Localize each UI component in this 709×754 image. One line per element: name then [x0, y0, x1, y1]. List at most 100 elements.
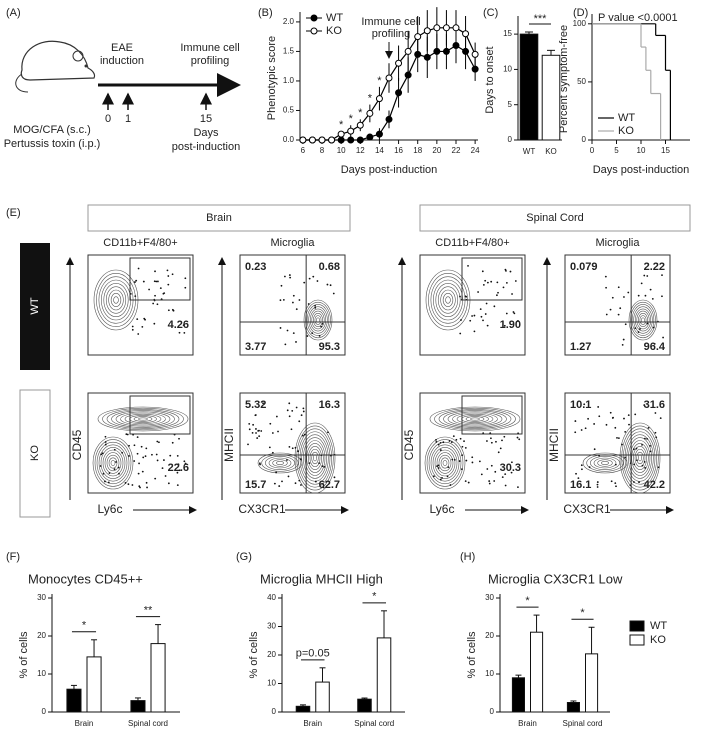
event-dot [643, 274, 646, 277]
event-dot [605, 286, 607, 289]
event-dot [497, 451, 500, 454]
event-dot [633, 463, 636, 466]
event-dot [464, 295, 467, 298]
event-dot [447, 466, 450, 469]
event-dot [183, 460, 186, 463]
event-dot [281, 480, 283, 483]
contour [110, 293, 122, 307]
event-dot [184, 462, 187, 465]
event-dot [661, 274, 663, 277]
y-tick-label: 0 [42, 707, 47, 716]
point [328, 136, 336, 144]
significance: * [358, 107, 363, 119]
event-dot [657, 466, 660, 469]
event-dot [126, 433, 129, 436]
event-dot [502, 286, 505, 289]
y-tick-label: 10 [37, 669, 46, 678]
contour [633, 446, 647, 470]
event-dot [581, 468, 583, 471]
event-dot [649, 288, 652, 291]
event-dot [652, 326, 655, 329]
event-dot [577, 477, 580, 480]
contour [311, 451, 319, 465]
contour [108, 289, 124, 311]
contour [96, 441, 130, 485]
annotation: Immune cell [361, 16, 420, 28]
bar [130, 700, 146, 713]
x-tick-label: 22 [452, 146, 461, 155]
event-dot [627, 291, 630, 294]
legend-swatch [629, 620, 645, 632]
contour [309, 448, 321, 468]
contour [98, 444, 128, 482]
event-dot [471, 315, 473, 317]
event-dot [159, 287, 162, 290]
event-dot [288, 402, 291, 405]
legend-label: WT [650, 620, 667, 632]
contour [303, 299, 333, 341]
event-dot [477, 291, 479, 293]
contour [434, 449, 456, 477]
significance: * [82, 620, 87, 632]
event-dot [298, 299, 301, 301]
event-dot [178, 331, 181, 334]
event-dot [596, 483, 599, 486]
event-dot [480, 473, 483, 476]
day-label: 1 [125, 113, 131, 125]
point [347, 127, 355, 135]
event-dot [493, 480, 496, 482]
contour [634, 308, 652, 332]
event-dot [332, 292, 335, 295]
event-dot [286, 329, 289, 332]
event-dot [646, 437, 649, 440]
event-dot [158, 441, 160, 444]
event-dot [643, 404, 646, 406]
event-dot [432, 475, 435, 478]
event-dot [461, 454, 463, 457]
event-dot [643, 437, 646, 440]
event-dot [614, 463, 617, 466]
event-dot [146, 486, 148, 489]
event-dot [662, 336, 664, 339]
genotype-box [20, 243, 50, 370]
legend-label: WT [618, 112, 635, 124]
event-dot [133, 444, 136, 447]
event-dot [314, 304, 317, 307]
event-dot [164, 475, 167, 477]
event-dot [308, 277, 311, 280]
event-dot [619, 307, 622, 310]
x-tick-label: 20 [432, 146, 441, 155]
event-dot [638, 481, 640, 484]
significance: * [525, 595, 530, 607]
event-dot [118, 472, 120, 475]
panel-label: (C) [483, 7, 498, 19]
genotype-label: KO [29, 445, 41, 461]
event-dot [436, 465, 438, 468]
event-dot [163, 459, 165, 461]
contour [438, 454, 452, 472]
x-tick-label: Brain [303, 719, 322, 728]
event-dot [134, 295, 137, 297]
gate-value: 30.3 [500, 462, 521, 474]
contour [306, 443, 324, 473]
event-dot [614, 426, 617, 429]
contour [108, 457, 118, 469]
event-dot [505, 281, 508, 284]
mouse-ear [72, 50, 84, 62]
bar [357, 698, 372, 713]
gate-value: 22.6 [168, 462, 189, 474]
event-dot [517, 320, 519, 322]
event-dot [161, 467, 164, 470]
y-tick-label: 0.5 [283, 106, 295, 115]
bar [376, 637, 392, 713]
event-dot [442, 441, 445, 444]
event-dot [580, 464, 583, 467]
event-dot [156, 303, 159, 306]
significance: * [377, 75, 382, 87]
treatment: MOG/CFA (s.c.) [13, 124, 91, 136]
event-dot [124, 482, 127, 484]
gate-value: 1.90 [500, 319, 521, 331]
event-dot [609, 411, 612, 414]
event-dot [125, 433, 128, 436]
contour [442, 293, 454, 307]
